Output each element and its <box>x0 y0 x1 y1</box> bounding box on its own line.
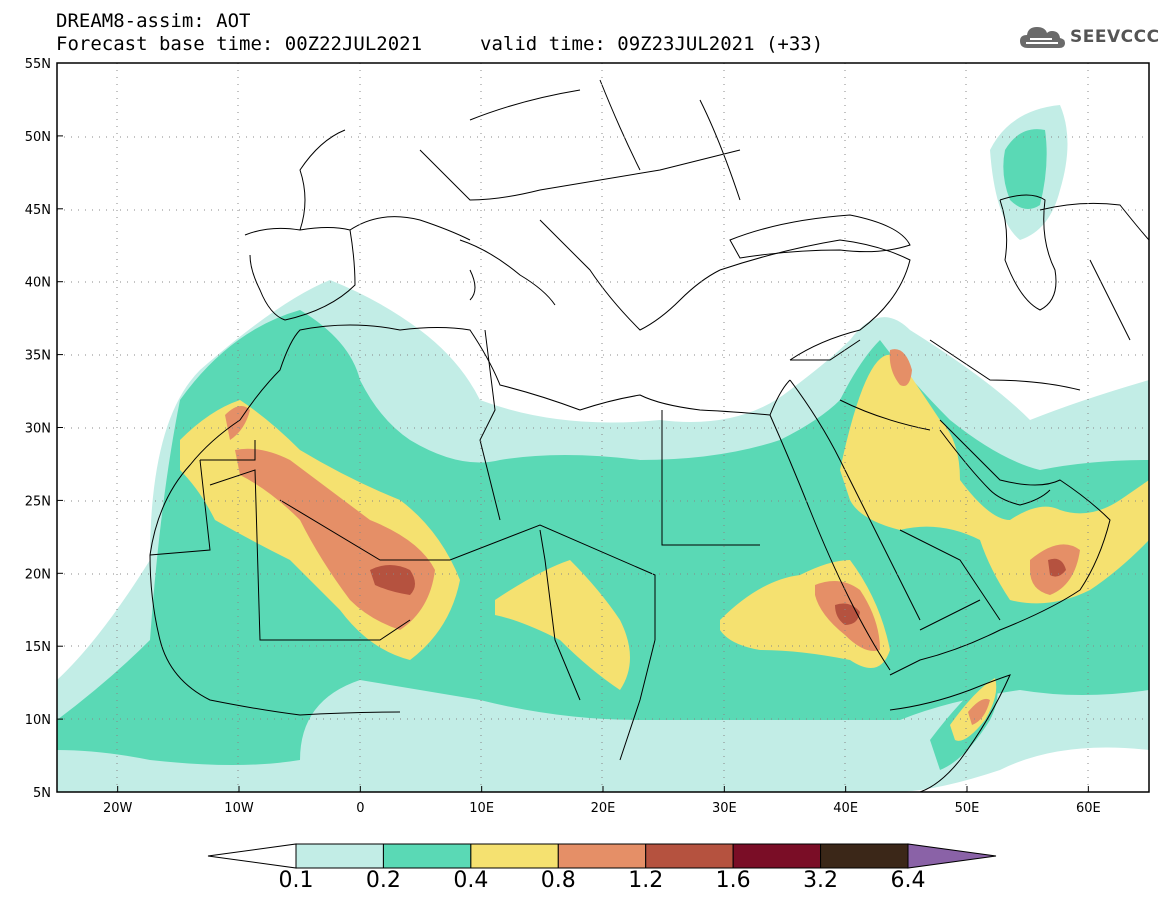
colorbar-swatch <box>295 843 384 869</box>
gridlines <box>57 63 1149 792</box>
colorbar <box>207 843 997 869</box>
cloud-icon <box>1020 27 1065 48</box>
coastline-turkey <box>719 239 911 361</box>
border-libya <box>479 329 501 521</box>
colorbar-over-arrow <box>907 843 997 869</box>
border-algeria-south <box>279 499 656 640</box>
lon-tick-label: 10W <box>224 801 254 816</box>
colorbar-label: 0.2 <box>365 868 401 893</box>
colorbar-label: 0.4 <box>453 868 489 893</box>
lat-tick-label: 50N <box>25 130 51 145</box>
coastlines-and-borders <box>149 79 1149 792</box>
lat-tick-label: 30N <box>25 422 51 437</box>
border-sahara <box>149 440 256 556</box>
lon-tick-label: 50E <box>955 801 980 816</box>
lat-tick-label: 10N <box>25 713 51 728</box>
border-europe-1 <box>349 149 741 241</box>
coastline-caspian <box>999 194 1057 311</box>
colorbar-label: 1.6 <box>715 868 751 893</box>
lat-tick-label: 55N <box>25 57 51 72</box>
border-middle-east <box>790 339 1081 431</box>
coastline-italy <box>459 239 556 306</box>
lat-tick-label: 15N <box>25 640 51 655</box>
aot-field-1.2-sudan <box>835 603 860 625</box>
seevccc-logo: SEEVCCC <box>1018 24 1160 50</box>
colorbar-swatch <box>470 843 559 869</box>
aot-field-0.8-iraq <box>889 349 912 386</box>
border-central-asia <box>1039 202 1149 341</box>
coastline-horn-africa <box>889 674 1011 792</box>
border-libya-egypt <box>661 410 760 546</box>
colorbar-swatch <box>382 843 472 869</box>
lon-tick-label: 40E <box>833 801 858 816</box>
aot-field-0.2-north <box>1003 129 1047 209</box>
border-mali <box>209 469 411 641</box>
lat-tick-label: 35N <box>25 349 51 364</box>
aot-field-0.8-somalia <box>968 698 990 725</box>
colorbar-label: 0.1 <box>278 868 314 893</box>
map-title: DREAM8-assim: AOT <box>56 10 251 32</box>
forecast-base-time: Forecast base time: 00Z22JUL2021 <box>56 33 423 55</box>
colorbar-swatch <box>557 843 647 869</box>
lon-tick-label: 30E <box>712 801 737 816</box>
lon-tick-label: 20E <box>591 801 616 816</box>
border-chad-sudan <box>539 529 656 761</box>
colorbar-label: 3.2 <box>803 868 839 893</box>
colorbar-swatch <box>732 843 822 869</box>
lon-tick-label: 20W <box>103 801 133 816</box>
coastline-arabia <box>889 419 1111 676</box>
aot-fields <box>57 105 1149 792</box>
coastline-iberia-france <box>244 129 356 321</box>
colorbar-label: 1.2 <box>628 868 664 893</box>
coastline-north-africa <box>149 324 791 556</box>
colorbar-swatch <box>820 843 909 869</box>
lat-tick-label: 5N <box>33 786 51 801</box>
coastline-black-sea <box>729 214 911 259</box>
border-arabia <box>899 529 1001 631</box>
latitude-axis: 5N 10N 15N 20N 25N 30N 35N 40N 45N 50N 55N <box>25 57 63 801</box>
border-europe-2 <box>469 79 741 201</box>
lon-tick-label: 10E <box>469 801 494 816</box>
aot-field-0.4-central <box>495 560 630 690</box>
lon-tick-label: 60E <box>1076 801 1101 816</box>
aot-field-0.4-arabia <box>840 354 1149 604</box>
lat-tick-label: 45N <box>25 203 51 218</box>
colorbar-swatch <box>645 843 734 869</box>
lon-tick-label: 0 <box>356 801 364 816</box>
lat-tick-label: 20N <box>25 567 51 582</box>
logo-text: SEEVCCC <box>1070 27 1160 47</box>
coastline-west-africa <box>149 554 401 716</box>
aot-field-1.2-west <box>370 565 415 595</box>
coastline-red-sea <box>769 379 921 671</box>
colorbar-label: 6.4 <box>890 868 926 893</box>
colorbar-under-arrow <box>207 843 297 869</box>
aot-field-1.2-arabia <box>1048 558 1066 577</box>
coastline-balkans-greece <box>539 219 721 331</box>
colorbar-label: 0.8 <box>540 868 576 893</box>
lat-tick-label: 40N <box>25 276 51 291</box>
longitude-axis: 20W 10W 0 10E 20E 30E 40E 50E 60E <box>103 786 1101 816</box>
valid-time: valid time: 09Z23JUL2021 (+33) <box>480 33 824 55</box>
lat-tick-label: 25N <box>25 494 51 509</box>
